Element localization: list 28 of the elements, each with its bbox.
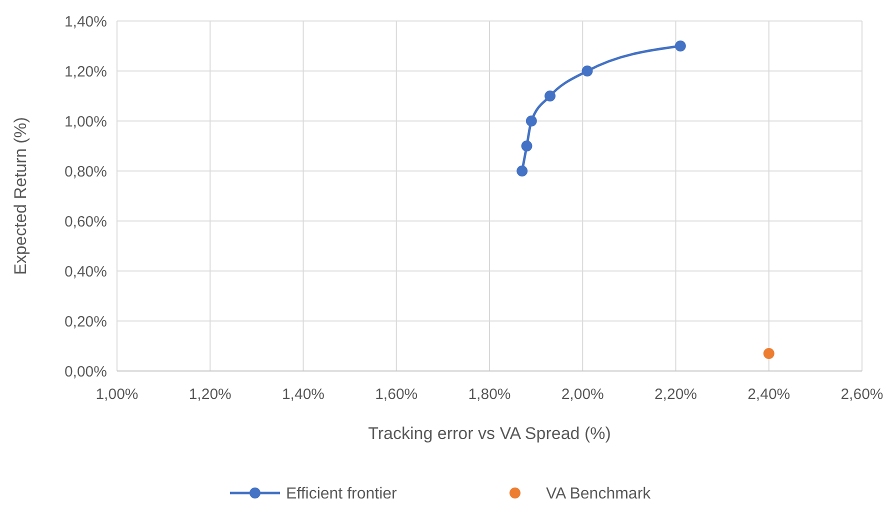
y-tick-label: 1,20%	[64, 63, 107, 80]
legend-label: VA Benchmark	[546, 486, 652, 503]
point	[516, 166, 528, 176]
y-tick-label: 1,40%	[64, 13, 107, 30]
y-tick-label: 0,40%	[64, 263, 107, 280]
y-tick-label: 0,20%	[64, 313, 107, 330]
y-axis-title: Expected Return (%)	[11, 117, 30, 275]
x-tick-label: 1,60%	[375, 386, 418, 403]
x-tick-label: 1,20%	[188, 386, 232, 403]
x-tick-label: 2,00%	[561, 386, 604, 403]
legend-label: Efficient frontier	[286, 486, 398, 503]
point	[526, 116, 537, 126]
x-tick-label: 1,40%	[282, 386, 325, 403]
x-tick-label: 2,20%	[654, 386, 698, 403]
point	[582, 66, 593, 76]
point	[763, 348, 774, 359]
x-tick-label: 1,00%	[96, 386, 138, 403]
point	[674, 40, 686, 52]
x-tick-label: 2,40%	[748, 386, 790, 403]
y-tick-label: 0,00%	[64, 363, 107, 380]
y-tick-label: 0,80%	[64, 163, 107, 180]
x-axis-title: Tracking error vs VA Spread (%)	[368, 424, 611, 443]
x-tick-label: 2,60%	[840, 386, 884, 403]
point	[544, 90, 556, 102]
x-tick-label: 1,80%	[468, 386, 511, 403]
point	[521, 140, 532, 152]
y-tick-label: 0,60%	[64, 213, 107, 230]
y-tick-label: 1,00%	[64, 113, 107, 130]
